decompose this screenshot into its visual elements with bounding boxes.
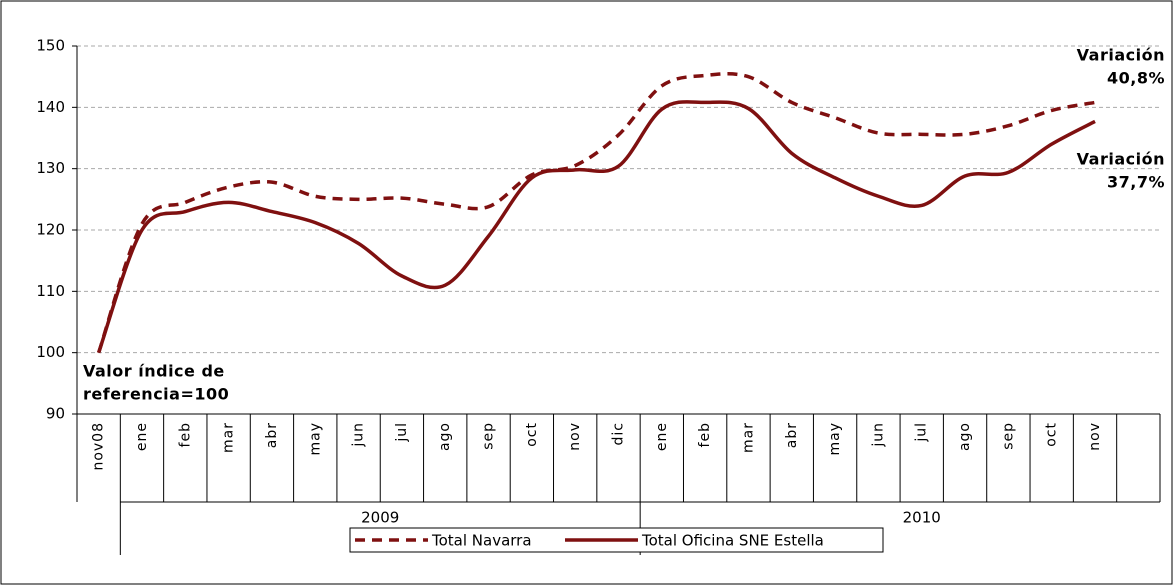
- x-tick-label: ago: [957, 422, 973, 451]
- annotation: referencia=100: [83, 385, 229, 404]
- x-tick-label: nov: [1087, 422, 1103, 451]
- annotation: Variación: [1077, 46, 1165, 65]
- x-tick-label: dic: [611, 422, 627, 445]
- x-tick-label: jul: [394, 422, 410, 443]
- data-line: [97, 72, 1096, 354]
- x-tick-label: sep: [1000, 422, 1016, 450]
- y-tick-label: 110: [36, 282, 65, 300]
- group-label: 2009: [361, 509, 399, 527]
- x-tick-label: jun: [351, 422, 367, 448]
- x-tick-label: abr: [264, 422, 280, 448]
- x-tick-label: nov08: [91, 422, 107, 471]
- x-tick-label: may: [307, 422, 323, 456]
- x-tick-label: feb: [177, 422, 193, 447]
- y-tick-label: 120: [36, 221, 65, 239]
- legend-label: Total Navarra: [431, 532, 532, 550]
- y-tick-label: 150: [36, 37, 65, 55]
- x-tick-label: ago: [437, 422, 453, 451]
- x-tick-label: sep: [481, 422, 497, 450]
- x-tick-label: jun: [870, 422, 886, 448]
- group-label: 2010: [903, 509, 941, 527]
- annotation: Variación: [1077, 150, 1165, 169]
- annotation: 40,8%: [1107, 69, 1165, 88]
- x-tick-label: mar: [740, 422, 756, 453]
- x-tick-label: mar: [221, 422, 237, 453]
- data-line: [97, 100, 1096, 354]
- x-tick-label: abr: [784, 422, 800, 448]
- y-tick-label: 100: [36, 343, 65, 361]
- legend-label: Total Oficina SNE Estella: [641, 532, 824, 550]
- x-tick-label: feb: [697, 422, 713, 447]
- x-tick-label: nov: [567, 422, 583, 451]
- annotation: Valor índice de: [83, 362, 225, 381]
- x-tick-label: jul: [914, 422, 930, 443]
- x-tick-label: may: [827, 422, 843, 456]
- x-tick-label: oct: [524, 422, 540, 447]
- y-tick-label: 130: [36, 159, 65, 177]
- x-tick-label: ene: [654, 422, 670, 451]
- y-tick-label: 140: [36, 98, 65, 116]
- x-tick-label: oct: [1044, 422, 1060, 447]
- x-tick-label: ene: [134, 422, 150, 451]
- y-tick-label: 90: [46, 405, 65, 423]
- annotation: 37,7%: [1107, 173, 1165, 192]
